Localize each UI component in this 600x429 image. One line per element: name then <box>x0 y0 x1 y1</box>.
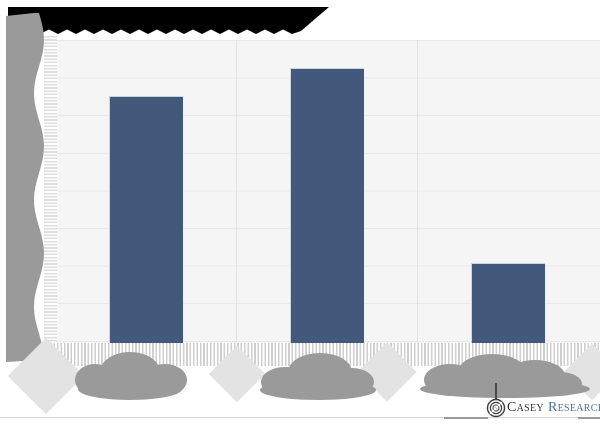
footer-rule <box>0 417 600 418</box>
bar <box>471 263 545 343</box>
brand-word-casey: Casey <box>507 400 544 415</box>
footer-rule-dark-segment <box>578 417 600 419</box>
bar <box>109 96 183 343</box>
logo-pole <box>495 383 497 401</box>
brand-word-research: Research <box>547 400 600 415</box>
y-axis-label-stripe-band <box>44 36 57 347</box>
plot-area <box>56 40 600 343</box>
vertical-gridline <box>236 40 237 343</box>
title-redaction-blob <box>8 7 329 34</box>
casey-research-logo-icon <box>486 383 506 418</box>
brand-wordmark: Casey Research <box>507 400 600 416</box>
vertical-gridline <box>417 40 418 343</box>
y-axis-redaction-blob <box>6 13 44 362</box>
x-axis-label-stripe-band <box>40 343 600 366</box>
footer-rule-dark-segment <box>444 417 488 419</box>
bar <box>290 68 364 343</box>
